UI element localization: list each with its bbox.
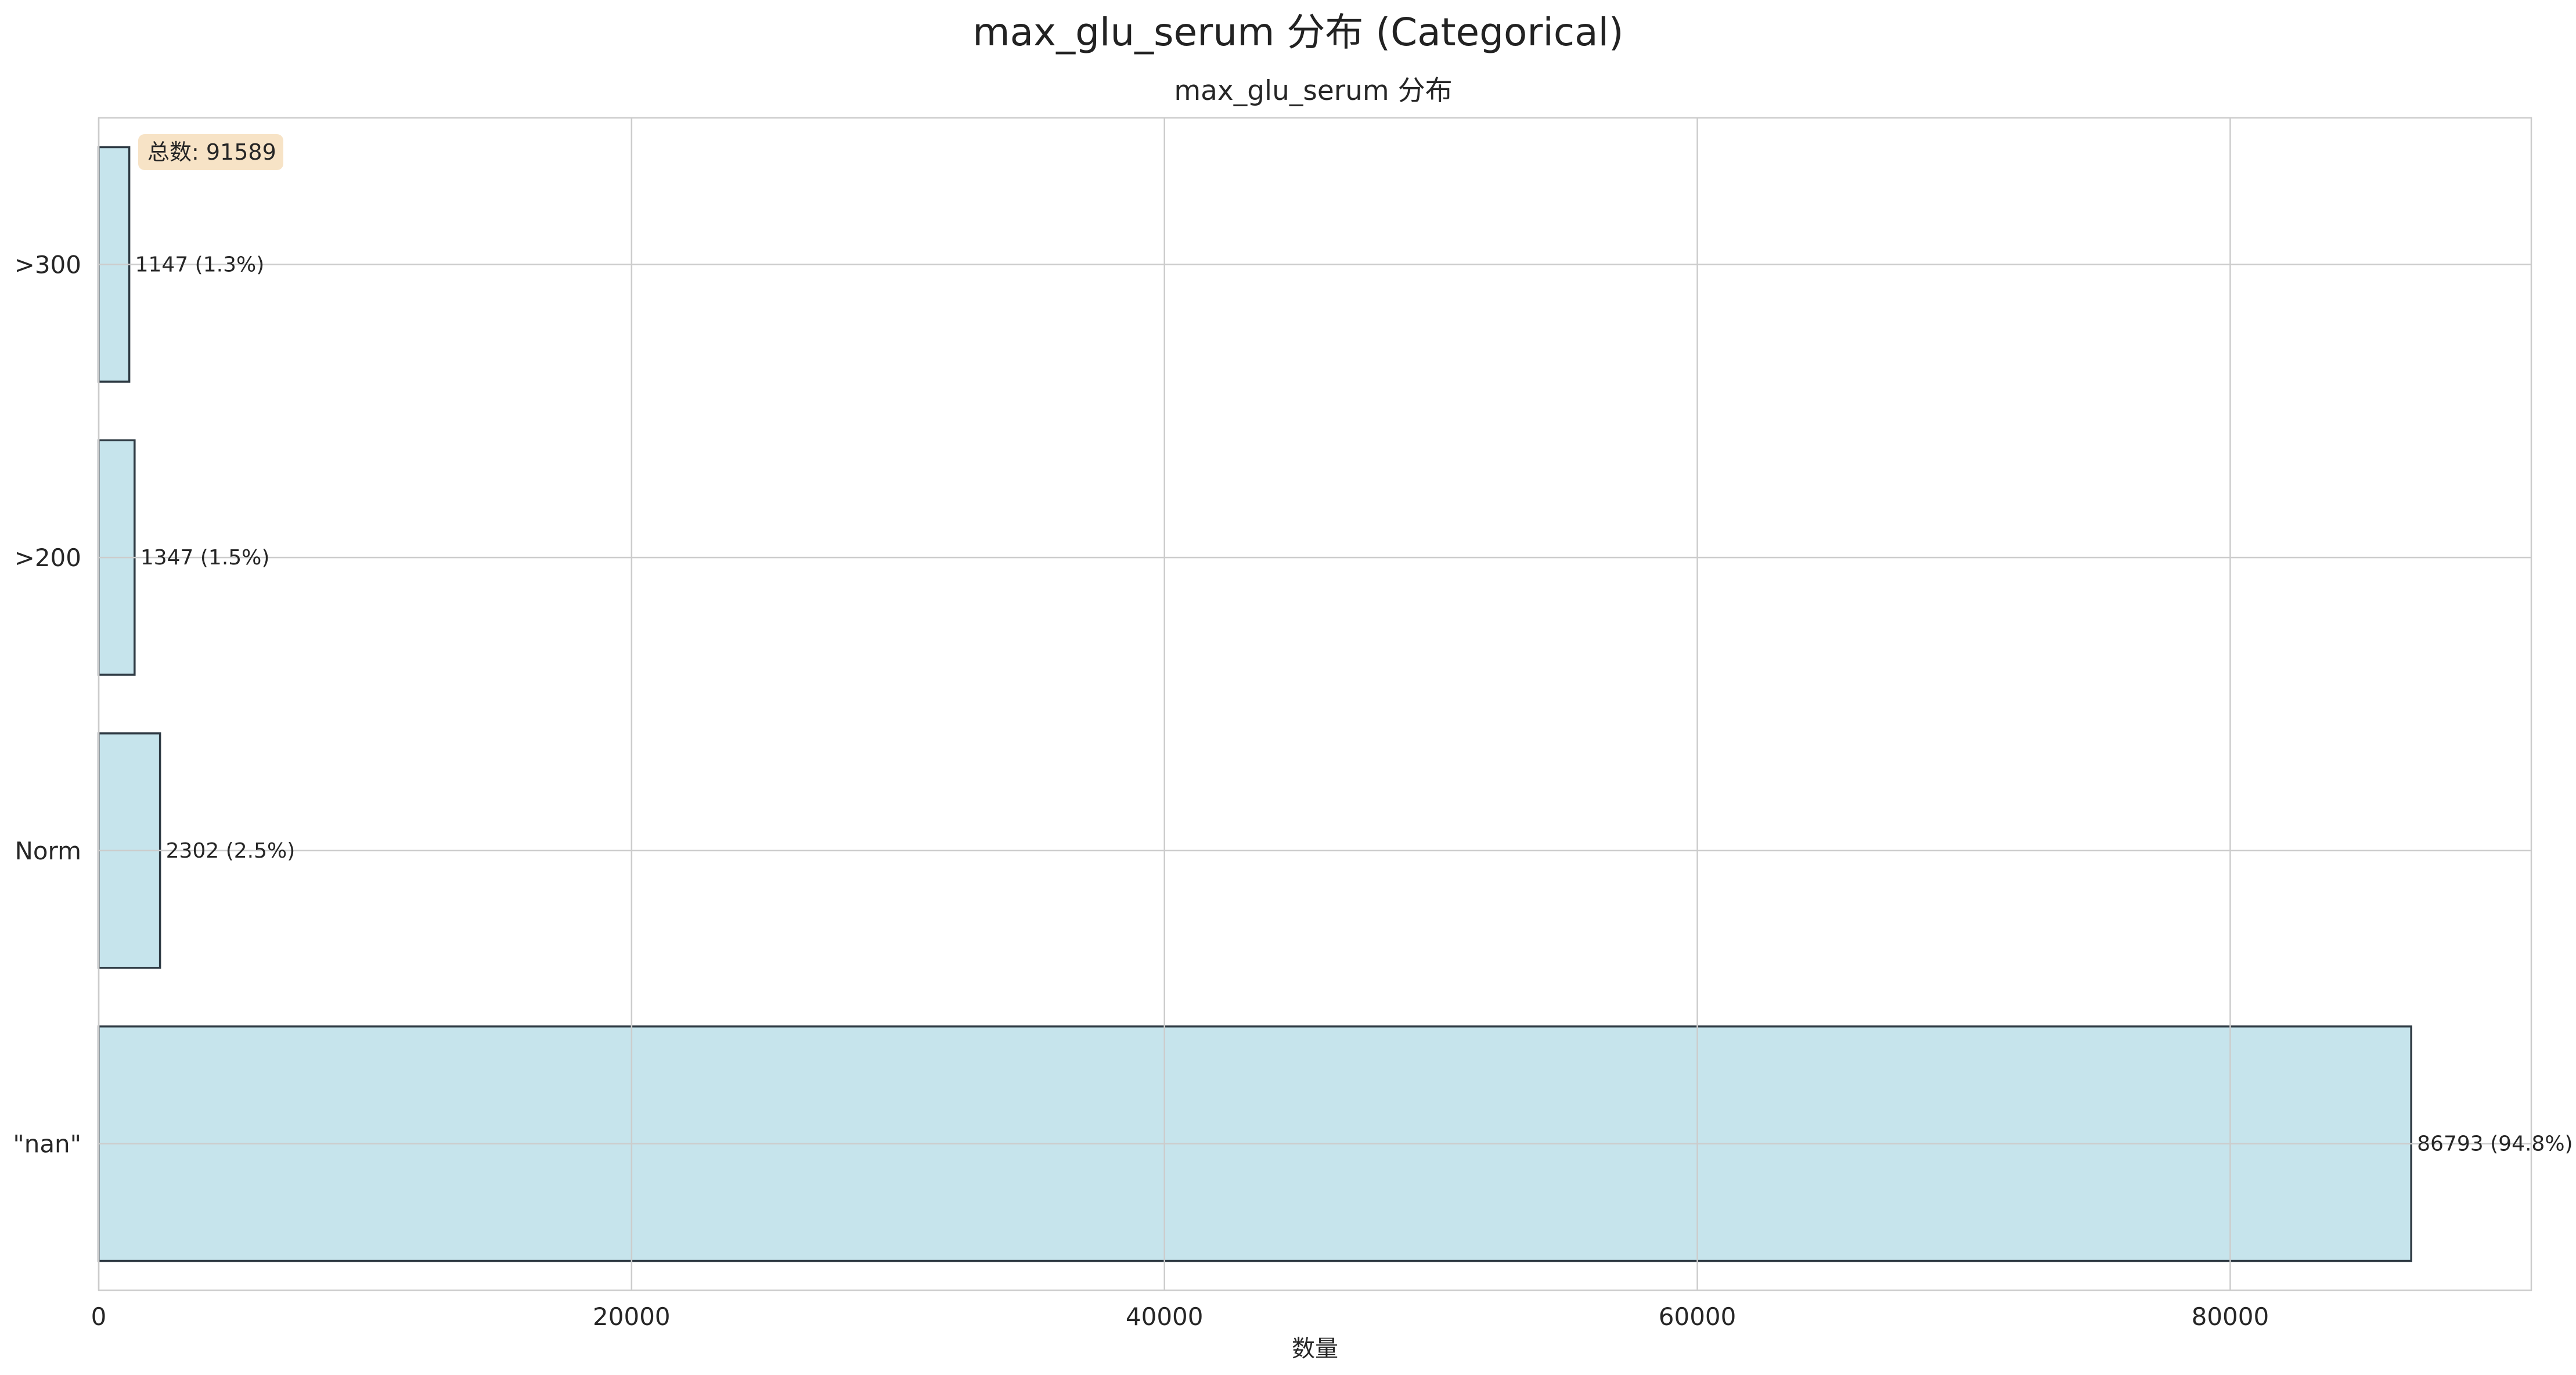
total-annotation-text: 总数: 91589 [147, 139, 276, 165]
y-tick-label: "nan" [13, 1130, 81, 1158]
data-label: 1347 (1.5%) [140, 546, 270, 570]
x-tick-label: 40000 [1126, 1302, 1204, 1331]
total-annotation-background [138, 134, 283, 170]
data-label: 1147 (1.3%) [135, 253, 265, 276]
x-axis-label: 数量 [1292, 1336, 1338, 1362]
y-tick-label: >300 [15, 250, 81, 279]
y-tick-label: >200 [15, 543, 81, 572]
x-tick-label: 0 [91, 1302, 107, 1331]
chart-title: max_glu_serum 分布 (Categorical) [972, 10, 1623, 55]
bars [98, 146, 2412, 1262]
x-tick-labels: 0 20000 40000 60000 80000 [91, 1302, 2269, 1331]
chart-subtitle: max_glu_serum 分布 [1174, 75, 1452, 107]
data-label: 2302 (2.5%) [166, 839, 296, 863]
x-tick-label: 20000 [593, 1302, 671, 1331]
total-annotation: 总数: 91589 [138, 134, 283, 170]
plot-frame [98, 117, 2532, 1291]
x-tick-label: 60000 [1659, 1302, 1736, 1331]
data-label: 86793 (94.8%) [2417, 1132, 2573, 1156]
y-tick-label: Norm [15, 837, 81, 865]
x-tick-label: 80000 [2192, 1302, 2269, 1331]
data-labels: 1147 (1.3%) 1347 (1.5%) 2302 (2.5%) 86793 (… [135, 253, 2573, 1156]
y-tick-labels: >300 >200 Norm "nan" [13, 250, 81, 1158]
